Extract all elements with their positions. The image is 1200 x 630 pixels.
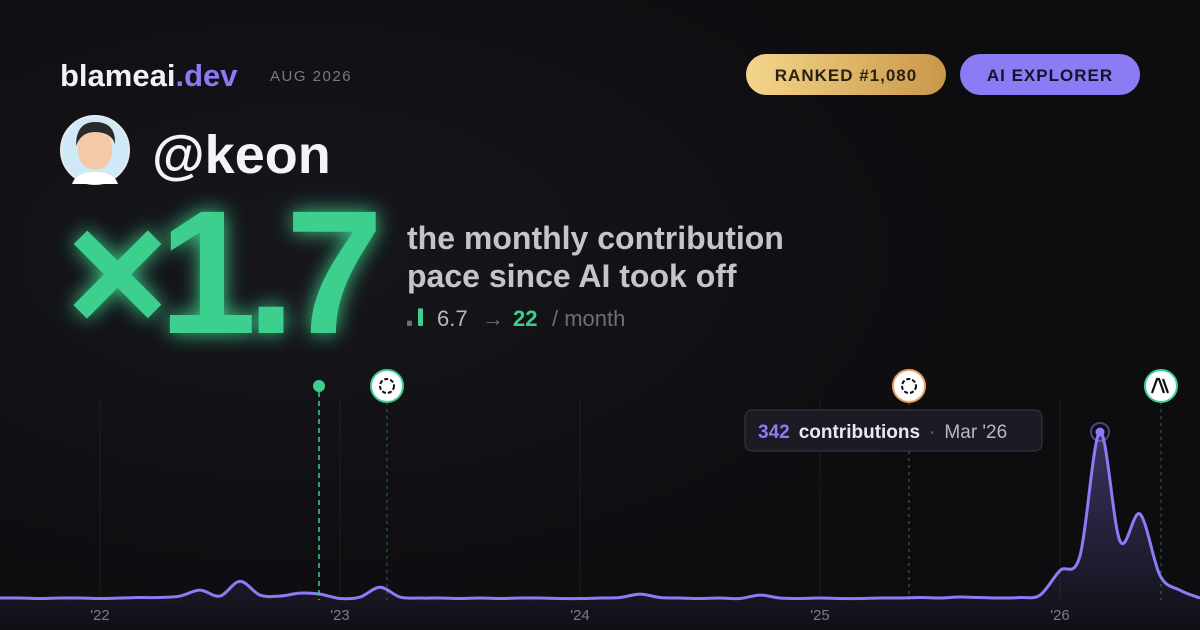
multiplier: ×1.7 [66, 175, 377, 371]
brand-tld: .dev [175, 58, 238, 93]
highlight-ring [1090, 422, 1110, 442]
event-glyph [901, 378, 917, 394]
chart: '22'23'24'25'26 [0, 400, 1200, 630]
brand: blameai.dev [60, 58, 238, 93]
highlight-point [1095, 427, 1105, 437]
line [0, 430, 1200, 601]
tier-badge [960, 54, 1140, 95]
tier-text: AI EXPLORER [987, 66, 1113, 85]
event-markers [313, 369, 1178, 600]
avatar [60, 115, 130, 185]
event-icon [892, 369, 926, 403]
tooltip-value: 342 [758, 422, 790, 443]
tooltip-text: 342 contributions · Mar '26 [758, 422, 1007, 443]
event-glyph [1150, 377, 1170, 394]
pace-from: 6.7 [437, 306, 468, 331]
pace-icon [407, 308, 423, 326]
event-icon [370, 369, 404, 403]
date: AUG 2026 [270, 68, 352, 85]
brand-name: blameai [60, 58, 175, 93]
pace-arrow: → [482, 306, 504, 331]
handle: @keon [152, 125, 331, 185]
pace-bar [407, 320, 412, 326]
tooltip-box [744, 409, 1043, 452]
area [0, 431, 1200, 630]
tooltip-date: Mar '26 [944, 422, 1007, 443]
tooltip: 342 contributions · Mar '26 [744, 409, 1043, 452]
tooltip-label: contributions [799, 422, 920, 443]
event-glyph [379, 378, 395, 394]
rank-text: RANKED #1,080 [775, 66, 917, 85]
caption-line: the monthly contribution [407, 220, 784, 256]
pace-bar [418, 308, 423, 326]
tooltip-separator: · [929, 422, 935, 443]
pace-to: 22 [513, 306, 537, 331]
rank-badge [746, 54, 946, 95]
caption-line: pace since AI took off [407, 258, 737, 294]
pace-unit: / month [552, 306, 625, 331]
event-dot [313, 380, 325, 392]
